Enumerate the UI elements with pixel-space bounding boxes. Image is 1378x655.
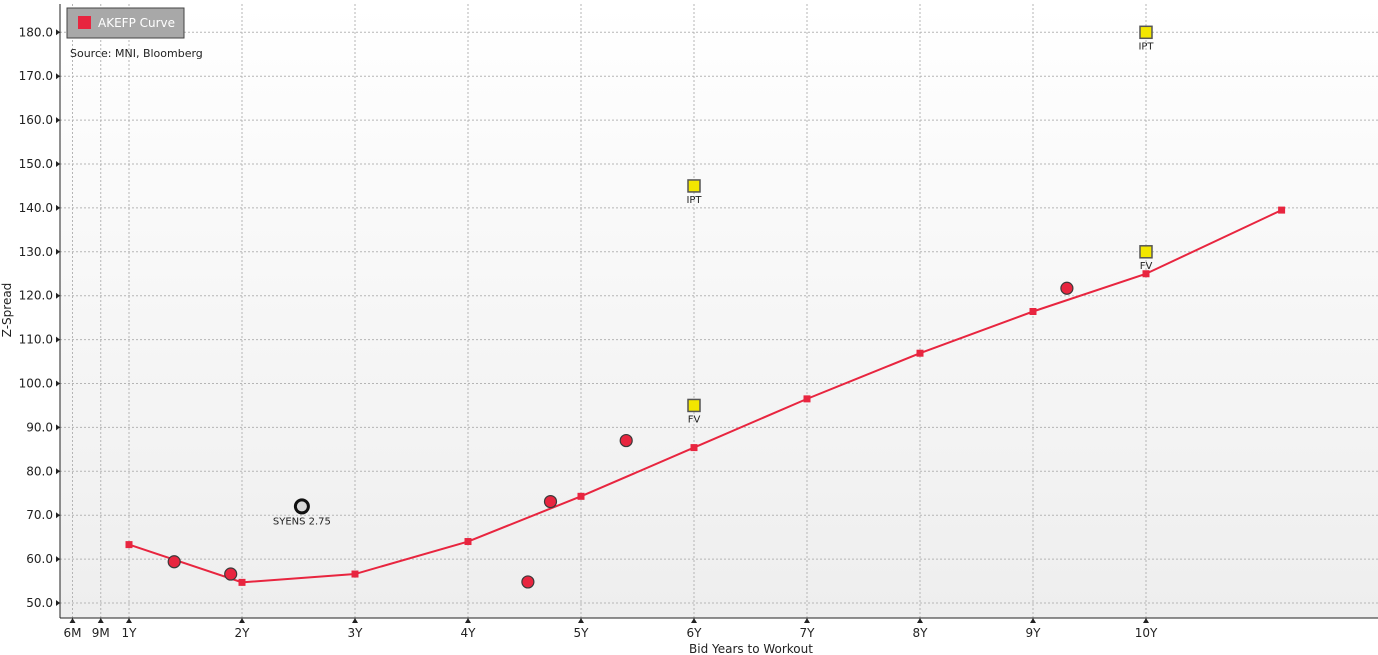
y-tick-label: 150.0 <box>19 157 53 171</box>
y-tick-arrow <box>56 336 60 343</box>
highlighted-bond-point <box>293 498 310 515</box>
y-tick-label: 180.0 <box>19 25 53 39</box>
y-tick-label: 90.0 <box>26 420 53 434</box>
y-tick-arrow <box>56 73 60 80</box>
x-tick-arrow <box>69 618 76 623</box>
y-tick-label: 60.0 <box>26 552 53 566</box>
y-tick-label: 70.0 <box>26 508 53 522</box>
bond-point <box>167 555 181 569</box>
legend-label: AKEFP Curve <box>98 16 175 30</box>
y-tick-arrow <box>56 512 60 519</box>
guidance-marker-label: FV <box>688 414 701 425</box>
y-axis-title: Z-Spread <box>0 283 14 338</box>
y-tick-arrow <box>56 29 60 36</box>
x-tick-arrow <box>1030 618 1036 623</box>
y-tick-arrow <box>56 204 60 211</box>
x-tick-label: 2Y <box>235 626 251 640</box>
series-layer <box>125 206 1286 586</box>
plot-background <box>60 4 1378 618</box>
y-tick-label: 140.0 <box>19 201 53 215</box>
y-tick-label: 130.0 <box>19 245 53 259</box>
x-tick-label: 4Y <box>461 626 477 640</box>
curve-point <box>238 578 246 586</box>
y-tick-label: 80.0 <box>26 464 53 478</box>
source-note: Source: MNI, Bloomberg <box>70 47 203 60</box>
x-tick-label: 6Y <box>687 626 703 640</box>
guidance-marker-label: IPT <box>1138 41 1154 52</box>
x-tick-arrow <box>97 618 104 623</box>
y-tick-arrow <box>56 600 60 606</box>
x-tick-label: 8Y <box>913 626 929 640</box>
y-tick-arrow <box>56 424 60 431</box>
x-tick-arrow <box>578 618 584 623</box>
bond-point <box>521 575 535 589</box>
bond-point <box>543 494 558 509</box>
curve-point <box>577 492 585 500</box>
x-tick-label: 6M <box>64 626 82 640</box>
y-tick-arrow <box>56 468 60 475</box>
curve-point <box>1029 308 1037 316</box>
curve-point <box>690 444 698 452</box>
x-tick-label: 9M <box>92 626 110 640</box>
bond-point <box>619 433 633 448</box>
curve-point <box>351 570 359 578</box>
x-tick-label: 1Y <box>122 626 138 640</box>
points-layer: SYENS 2.75 IPT FV IPT FV <box>167 25 1154 589</box>
x-tick-label: 3Y <box>348 626 364 640</box>
x-tick-label: 10Y <box>1135 626 1158 640</box>
curve-point <box>916 349 924 357</box>
guidance-marker <box>1139 25 1153 40</box>
curve-point <box>1278 206 1286 214</box>
curve-point <box>125 541 133 549</box>
guidance-marker <box>687 398 701 413</box>
y-tick-label: 170.0 <box>19 69 53 83</box>
x-tick-label: 5Y <box>574 626 590 640</box>
x-tick-label: 7Y <box>800 626 816 640</box>
x-tick-label: 9Y <box>1026 626 1042 640</box>
x-tick-arrow <box>352 618 358 623</box>
y-tick-arrow <box>56 380 60 387</box>
bond-point <box>1060 281 1074 295</box>
legend[interactable]: AKEFP Curve <box>66 7 185 39</box>
curve-point <box>464 538 472 546</box>
x-tick-arrow <box>1143 618 1149 623</box>
x-tick-arrow <box>465 618 471 623</box>
y-tick-arrow <box>56 117 60 124</box>
guidance-marker-label: FV <box>1140 261 1153 272</box>
y-tick-label: 160.0 <box>19 113 53 127</box>
x-tick-arrow <box>804 618 810 623</box>
y-tick-label: 50.0 <box>26 596 53 610</box>
x-axis-title: Bid Years to Workout <box>689 642 813 655</box>
curve-point <box>1142 270 1150 278</box>
bond-point <box>224 567 238 581</box>
axes: 50.0 60.0 70.0 80.0 90.0 100.0 110.0 120.0 130.0… <box>19 4 1378 640</box>
guidance-marker <box>1139 245 1153 259</box>
highlighted-bond-label: SYENS 2.75 <box>273 516 331 527</box>
y-tick-label: 100.0 <box>19 377 53 391</box>
guidance-marker-label: IPT <box>686 195 702 206</box>
y-tick-label: 110.0 <box>19 333 53 347</box>
x-tick-arrow <box>126 618 132 623</box>
y-tick-label: 120.0 <box>19 289 53 303</box>
y-tick-arrow <box>56 248 60 255</box>
x-tick-arrow <box>239 618 245 623</box>
x-tick-arrow <box>691 618 697 623</box>
x-tick-arrow <box>917 618 923 623</box>
curve-point <box>803 395 811 403</box>
y-tick-arrow <box>56 161 60 167</box>
legend-swatch <box>78 16 91 29</box>
y-tick-arrow <box>56 292 60 299</box>
guidance-marker <box>687 179 701 193</box>
y-tick-arrow <box>56 556 60 563</box>
